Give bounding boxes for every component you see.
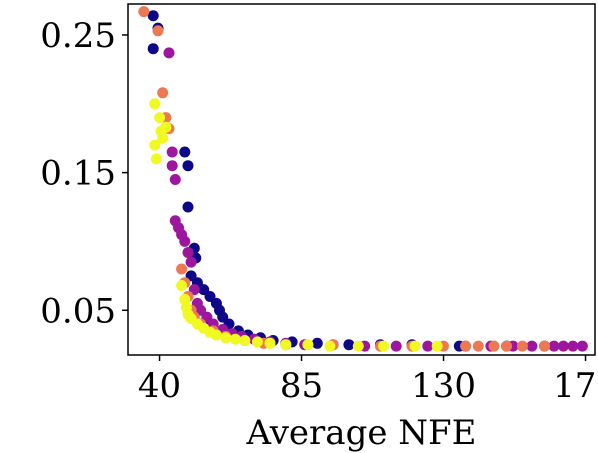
data-point-s0-0 bbox=[147, 10, 159, 22]
data-point-s1-29 bbox=[526, 340, 538, 352]
data-point-s2-21 bbox=[472, 340, 484, 352]
data-point-s1-0 bbox=[163, 47, 175, 59]
data-point-s1-33 bbox=[567, 340, 579, 352]
data-point-s3-21 bbox=[280, 339, 292, 351]
x-tick-label: 175 bbox=[553, 366, 598, 406]
data-point-s1-31 bbox=[548, 340, 560, 352]
data-point-s3-1 bbox=[149, 139, 161, 151]
data-point-s2-25 bbox=[539, 340, 550, 352]
data-point-s0-3 bbox=[179, 146, 191, 158]
data-point-s3-24 bbox=[352, 340, 364, 352]
data-point-s1-1 bbox=[166, 146, 178, 158]
data-point-s3-3 bbox=[154, 112, 166, 124]
data-point-s1-24 bbox=[390, 340, 402, 352]
data-point-s2-1 bbox=[152, 25, 164, 37]
data-point-s0-11 bbox=[204, 291, 216, 302]
y-tick-label: 0.05 bbox=[40, 291, 116, 331]
data-point-s1-3 bbox=[169, 174, 181, 185]
data-point-s1-9 bbox=[185, 256, 197, 268]
data-point-s0-5 bbox=[182, 201, 194, 213]
data-point-s0-23 bbox=[343, 339, 355, 351]
data-point-s2-24 bbox=[516, 340, 528, 352]
x-tick-label: 40 bbox=[138, 366, 181, 406]
data-point-s2-23 bbox=[501, 340, 513, 352]
data-point-s3-27 bbox=[431, 340, 443, 352]
data-point-s3-20 bbox=[264, 337, 276, 349]
data-point-s3-23 bbox=[324, 340, 336, 352]
data-point-s3-6 bbox=[160, 121, 172, 133]
plot-area-frame bbox=[127, 3, 596, 356]
data-point-s1-25 bbox=[422, 340, 434, 352]
data-point-s3-17 bbox=[229, 333, 241, 345]
data-point-s2-0 bbox=[138, 6, 150, 18]
data-point-s2-20 bbox=[460, 340, 472, 352]
data-point-s2-22 bbox=[488, 340, 500, 352]
data-point-s3-18 bbox=[239, 335, 251, 346]
data-point-s3-25 bbox=[378, 340, 390, 352]
y-tick-label: 0.25 bbox=[40, 16, 116, 56]
data-point-s1-7 bbox=[179, 235, 191, 247]
x-tick-label: 85 bbox=[280, 366, 323, 406]
data-point-s3-7 bbox=[176, 280, 188, 291]
data-point-s3-5 bbox=[157, 132, 169, 144]
data-points bbox=[138, 6, 588, 352]
data-point-s1-8 bbox=[182, 247, 194, 258]
data-point-s1-32 bbox=[557, 340, 569, 352]
data-point-s3-22 bbox=[302, 339, 314, 351]
axis-ticks: 40 85 130 175 0.05 0.15 0.25 bbox=[40, 16, 598, 406]
data-point-s1-34 bbox=[576, 340, 588, 352]
data-point-s3-16 bbox=[220, 332, 232, 344]
data-point-s0-1 bbox=[147, 43, 159, 55]
data-point-s3-26 bbox=[409, 340, 421, 352]
data-point-s3-19 bbox=[251, 336, 263, 348]
x-axis-title: Average NFE bbox=[246, 413, 477, 453]
data-point-s3-8 bbox=[179, 293, 191, 305]
data-point-s2-2 bbox=[157, 87, 169, 99]
x-tick-label: 130 bbox=[411, 366, 476, 406]
data-point-s1-2 bbox=[166, 160, 178, 172]
data-point-s0-22 bbox=[311, 337, 323, 349]
data-point-s3-15 bbox=[210, 329, 222, 341]
y-tick-label: 0.15 bbox=[40, 154, 116, 194]
data-point-s2-5 bbox=[176, 263, 188, 275]
data-point-s0-4 bbox=[182, 160, 194, 172]
data-point-s3-2 bbox=[150, 153, 162, 165]
data-point-s3-0 bbox=[149, 98, 161, 110]
